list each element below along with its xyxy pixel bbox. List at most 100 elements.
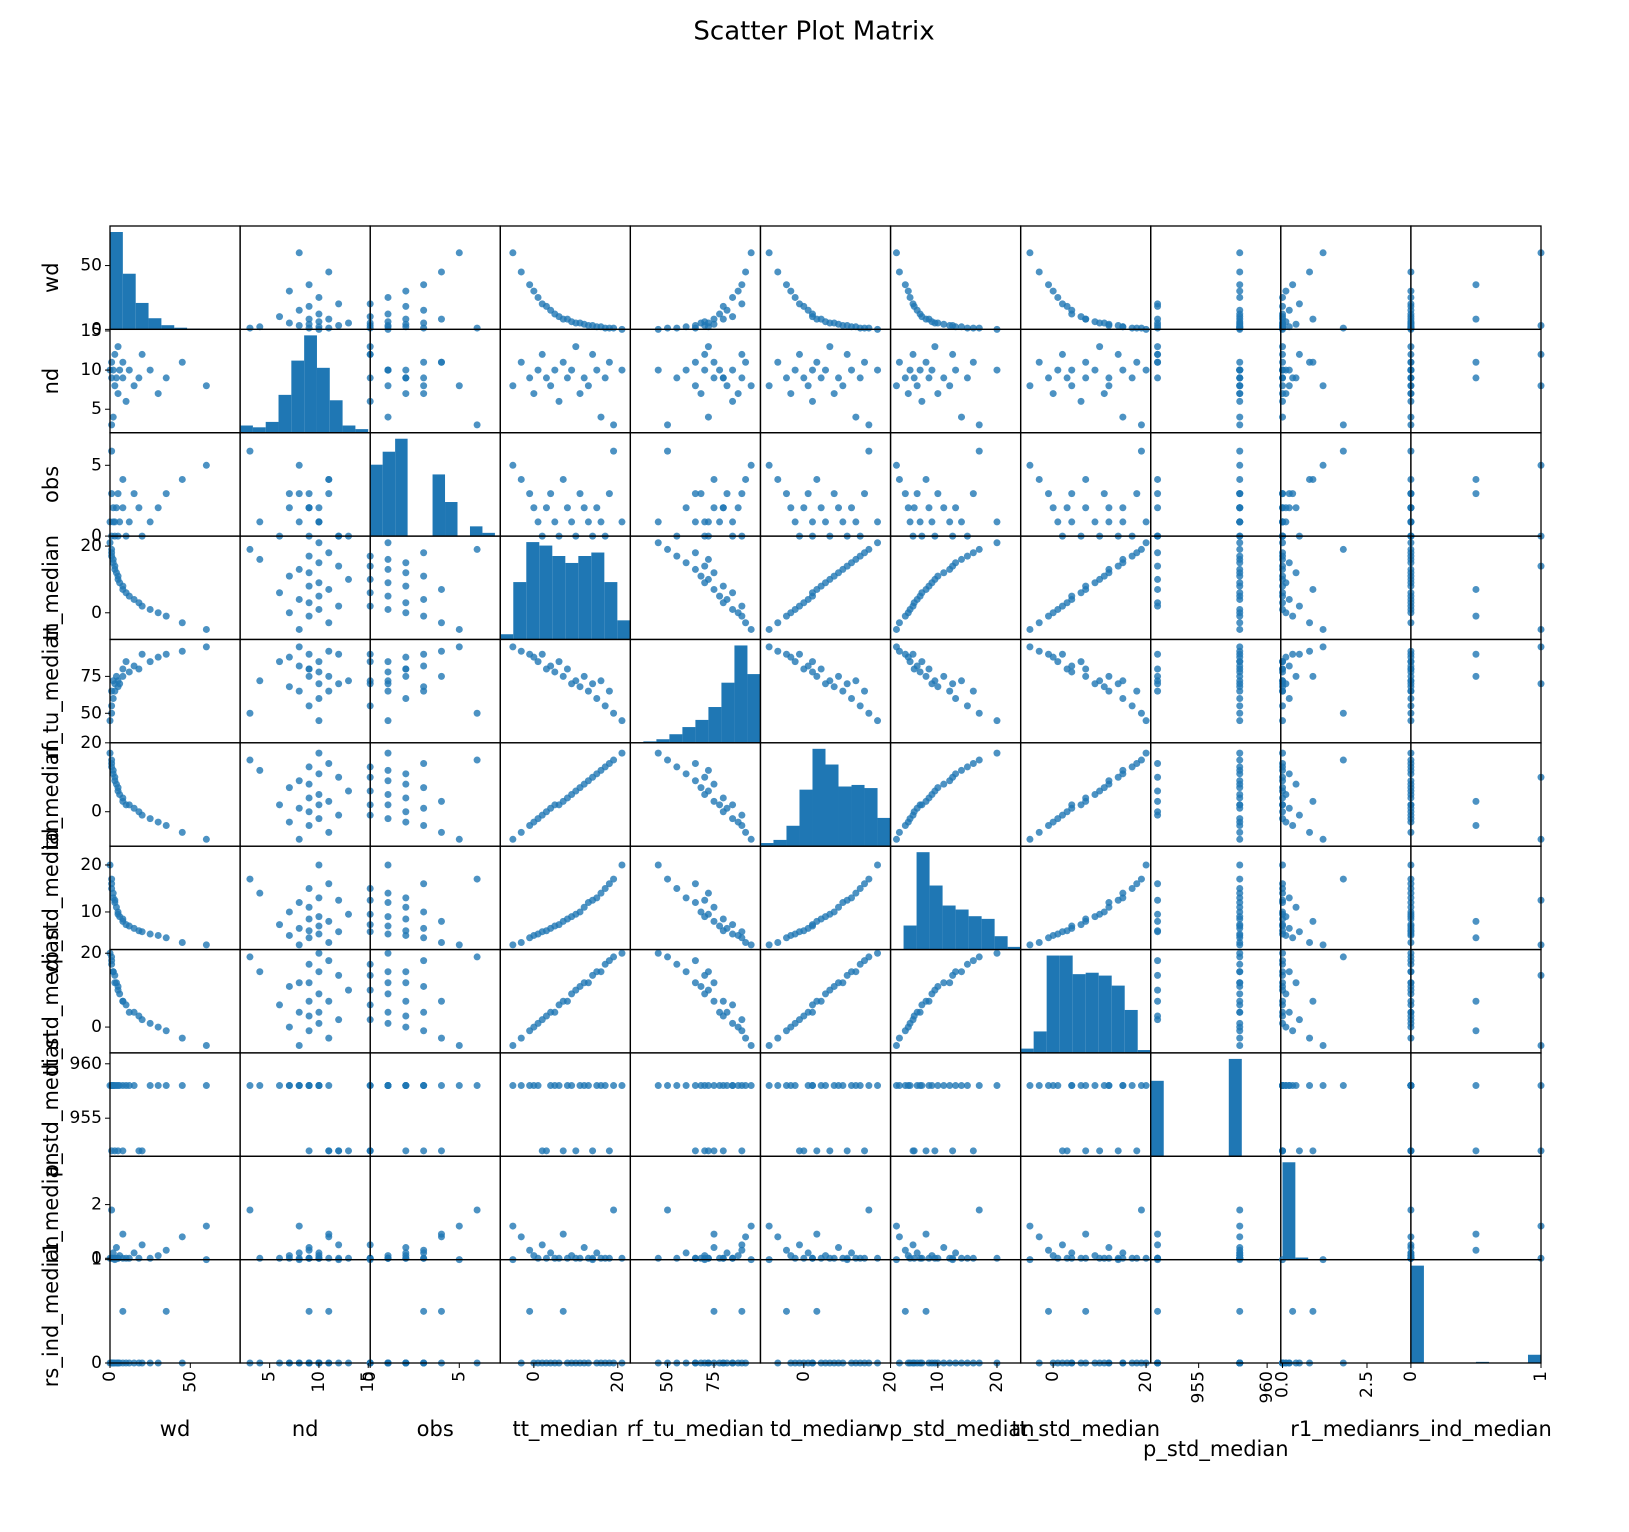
scatter-point	[1119, 504, 1127, 512]
scatter-point	[384, 930, 392, 938]
histogram-bar	[591, 552, 605, 640]
scatter-point	[589, 350, 597, 358]
scatter-point	[1289, 822, 1297, 830]
scatter-point	[865, 421, 873, 429]
cell-frame	[239, 1258, 371, 1364]
scatter-point	[738, 350, 746, 358]
scatter-point	[1309, 1307, 1317, 1315]
scatter-point	[1049, 390, 1057, 398]
scatter-point	[295, 322, 303, 330]
cell	[889, 1155, 1022, 1262]
scatter-point	[568, 518, 576, 526]
scatter-point	[1236, 979, 1244, 987]
scatter-point	[673, 324, 681, 332]
cell	[366, 742, 501, 847]
scatter-point	[1279, 658, 1287, 666]
scatter-point	[305, 960, 313, 968]
scatter-point	[526, 374, 534, 382]
scatter-point	[958, 413, 966, 421]
scatter-point	[130, 1082, 138, 1090]
scatter-point	[710, 797, 718, 805]
scatter-point	[774, 475, 782, 483]
scatter-point	[295, 1008, 303, 1016]
scatter-point	[178, 358, 186, 366]
scatter-point	[1105, 565, 1113, 573]
scatter-point	[146, 518, 154, 526]
scatter-point	[729, 1254, 737, 1262]
scatter-point	[295, 941, 303, 949]
scatter-point	[162, 1246, 170, 1254]
scatter-point	[723, 1008, 731, 1016]
scatter-point	[1236, 687, 1244, 695]
scatter-point	[509, 1042, 517, 1050]
scatter-point	[517, 1233, 525, 1241]
cell-frame	[1150, 948, 1282, 1054]
scatter-point	[1472, 490, 1480, 498]
scatter-point	[1049, 653, 1057, 661]
scatter-point	[1154, 1012, 1162, 1020]
scatter-point	[572, 677, 580, 685]
cell-frame	[889, 225, 1022, 331]
scatter-point	[325, 957, 333, 965]
scatter-point	[1236, 461, 1244, 469]
scatter-point	[691, 358, 699, 366]
scatter-point	[162, 822, 170, 830]
scatter-point	[843, 680, 851, 688]
scatter-point	[305, 490, 313, 498]
scatter-point	[384, 668, 392, 676]
scatter-point	[826, 677, 834, 685]
histogram-bar	[148, 318, 162, 330]
scatter-point	[1236, 884, 1244, 892]
x-tick-label: 0	[524, 1371, 544, 1382]
scatter-point	[517, 828, 525, 836]
cell-frame	[1280, 1052, 1412, 1157]
scatter-point	[963, 960, 971, 968]
cell-frame	[629, 742, 762, 847]
histogram-bar	[942, 905, 956, 950]
scatter-point	[555, 658, 563, 666]
cell	[759, 328, 892, 434]
cell	[1280, 1155, 1412, 1261]
scatter-point	[473, 421, 481, 429]
scatter-point	[1236, 619, 1244, 627]
scatter-point	[1279, 1008, 1287, 1016]
scatter-point	[1082, 665, 1090, 673]
scatter-point	[420, 358, 428, 366]
scatter-point	[119, 358, 127, 366]
scatter-point	[723, 804, 731, 812]
scatter-point	[1082, 358, 1090, 366]
scatter-point	[125, 1008, 133, 1016]
scatter-point	[1236, 382, 1244, 390]
scatter-point	[256, 766, 264, 774]
scatter-point	[325, 797, 333, 805]
scatter-point	[1279, 773, 1287, 781]
scatter-point	[563, 997, 571, 1005]
cell	[759, 225, 892, 333]
scatter-point	[538, 1241, 546, 1249]
scatter-point	[402, 366, 410, 374]
scatter-point	[1128, 1082, 1136, 1090]
scatter-point	[673, 1082, 681, 1090]
scatter-point	[335, 300, 343, 308]
scatter-point	[384, 687, 392, 695]
scatter-point	[654, 749, 662, 757]
scatter-point	[843, 350, 851, 358]
scatter-point	[1236, 287, 1244, 295]
scatter-point	[555, 1254, 563, 1262]
histogram-bar	[708, 707, 722, 743]
scatter-point	[892, 249, 900, 257]
scatter-point	[723, 382, 731, 390]
scatter-point	[848, 366, 856, 374]
scatter-point	[1236, 990, 1244, 998]
scatter-point	[654, 1254, 662, 1262]
scatter-point	[305, 927, 313, 935]
scatter-point	[325, 828, 333, 836]
x-tick-label: 20	[1136, 1371, 1156, 1393]
scatter-point	[1035, 619, 1043, 627]
scatter-point	[315, 310, 323, 318]
cell-frame	[109, 535, 241, 641]
histogram-bar	[1124, 1009, 1138, 1053]
scatter-point	[800, 504, 808, 512]
y-axis-label: nd	[39, 368, 63, 395]
scatter-point	[285, 490, 293, 498]
